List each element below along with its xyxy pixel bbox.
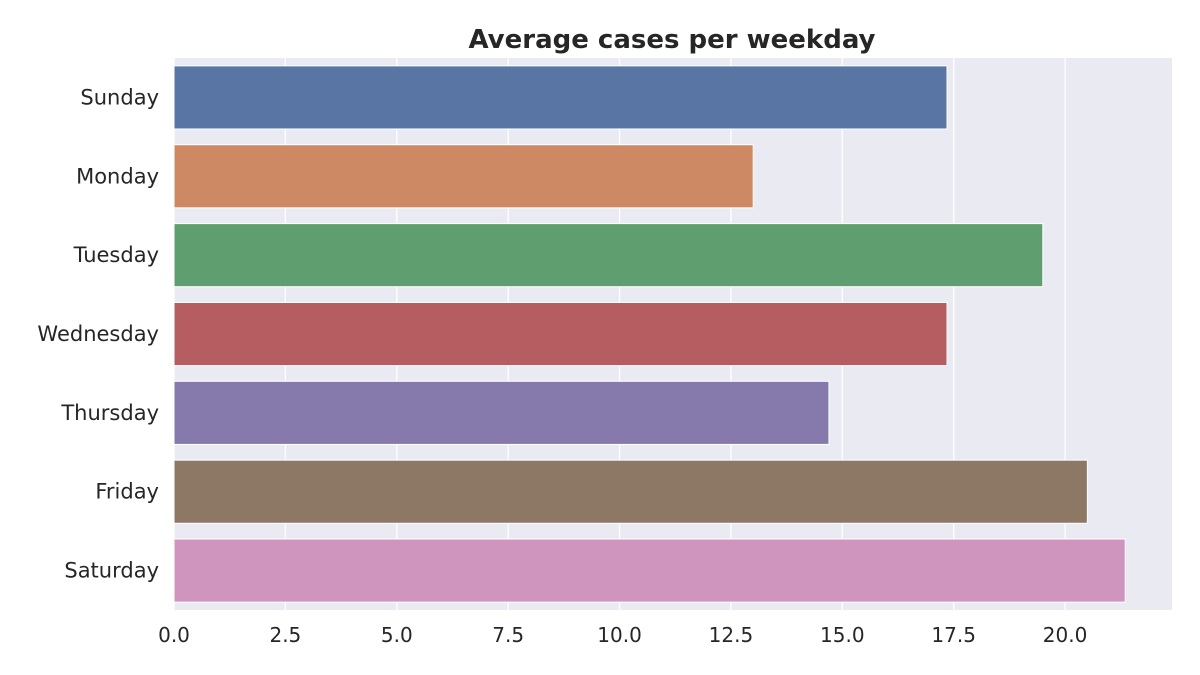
- category-label-saturday: Saturday: [64, 559, 159, 583]
- category-label-sunday: Sunday: [80, 85, 159, 109]
- x-tick-label: 15.0: [820, 623, 865, 647]
- bar-tuesday: [173, 223, 1044, 288]
- bar-thursday: [173, 380, 830, 445]
- x-tick-label: 5.0: [381, 623, 413, 647]
- category-label-friday: Friday: [95, 480, 159, 504]
- category-label-thursday: Thursday: [60, 401, 159, 425]
- x-tick-label: 17.5: [931, 623, 976, 647]
- chart-title: Average cases per weekday: [468, 25, 875, 55]
- x-tick-label: 2.5: [269, 623, 301, 647]
- x-tick-label: 0.0: [158, 623, 190, 647]
- category-label-monday: Monday: [76, 164, 159, 188]
- category-label-wednesday: Wednesday: [37, 322, 159, 346]
- bar-wednesday: [173, 301, 948, 367]
- bars: [173, 65, 1126, 603]
- bar-monday: [173, 144, 754, 209]
- x-tick-label: 12.5: [709, 623, 754, 647]
- category-labels: Sunday Monday Tuesday Wednesday Thursday Frid…: [37, 85, 159, 582]
- x-tick-labels: 0.0 2.5 5.0 7.5 10.0 12.5 15.0 17.5 20.0: [158, 623, 1087, 647]
- x-tick-label: 20.0: [1043, 623, 1088, 647]
- bar-saturday: [173, 538, 1126, 603]
- bar-friday: [173, 459, 1088, 524]
- x-tick-label: 10.0: [597, 623, 642, 647]
- x-tick-label: 7.5: [492, 623, 524, 647]
- category-label-tuesday: Tuesday: [73, 243, 159, 267]
- bar-sunday: [173, 65, 948, 130]
